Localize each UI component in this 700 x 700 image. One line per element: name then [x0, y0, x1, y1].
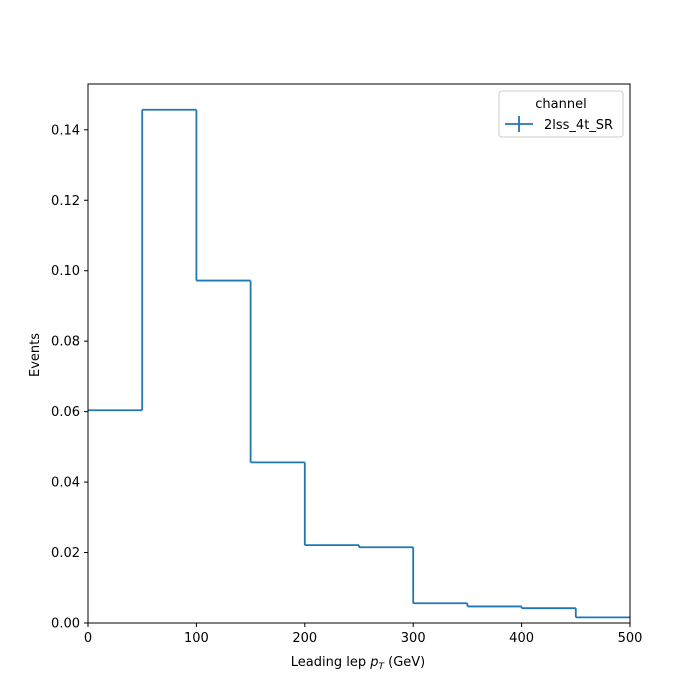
- x-tick-label: 400: [509, 631, 534, 646]
- x-tick-label: 300: [401, 631, 426, 646]
- y-axis: 0.00 0.02 0.04 0.06 0.08 0.10 0.12 0.14: [51, 123, 88, 632]
- x-axis: 0 100 200 300 400 500: [84, 623, 643, 646]
- plot-area: [88, 108, 630, 619]
- legend: channel 2lss_4t_SR: [498, 90, 624, 138]
- y-tick-label: 0.04: [51, 476, 80, 491]
- x-tick-label: 500: [618, 631, 643, 646]
- y-tick-label: 0.12: [51, 194, 80, 209]
- x-tick-label: 100: [184, 631, 209, 646]
- x-tick-label: 200: [292, 631, 317, 646]
- y-tick-label: 0.00: [51, 617, 80, 632]
- y-tick-label: 0.08: [51, 335, 80, 350]
- legend-series-label: 2lss_4t_SR: [544, 118, 613, 133]
- legend-box: [498, 90, 624, 138]
- plot-frame: [87, 83, 631, 624]
- x-axis-label-unit: (GeV): [384, 655, 425, 670]
- x-axis-label: Leading lep pT (GeV): [291, 655, 425, 672]
- x-axis-label-subscript: T: [378, 662, 385, 672]
- x-tick-label: 0: [84, 631, 92, 646]
- legend-title: channel: [535, 97, 586, 112]
- x-axis-label-main: Leading lep: [291, 655, 370, 670]
- y-tick-label: 0.02: [51, 546, 80, 561]
- y-axis-label: Events: [28, 333, 43, 377]
- y-tick-label: 0.10: [51, 264, 80, 279]
- y-tick-label: 0.06: [51, 405, 80, 420]
- x-axis-label-variable: p: [369, 655, 378, 670]
- y-tick-label: 0.14: [51, 123, 80, 138]
